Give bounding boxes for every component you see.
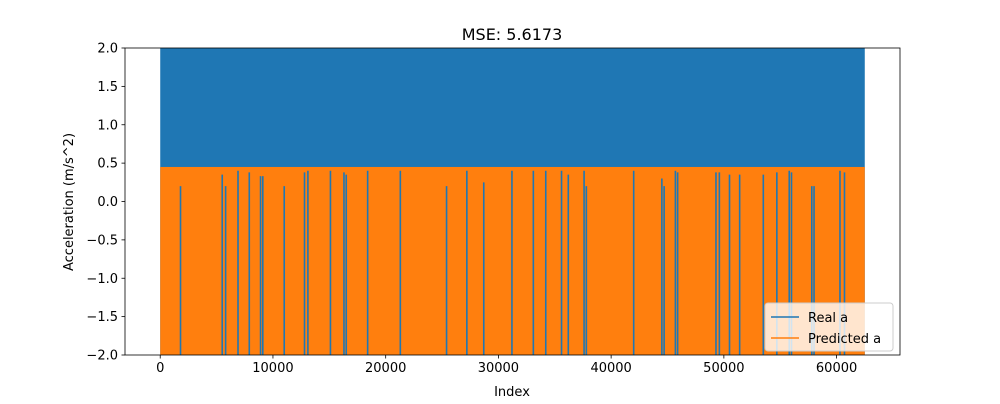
y-axis-label: Acceleration (m/s^2): [62, 133, 77, 271]
x-tick-label-1: 10000: [252, 361, 293, 376]
plot-series-layer: [160, 48, 865, 355]
legend-label-1: Predicted a: [808, 332, 881, 347]
y-tick-label-2: −1.0: [86, 272, 118, 287]
plot-area: [160, 48, 865, 355]
y-tick-label-4: 0.0: [97, 195, 118, 210]
chart-title: MSE: 5.6173: [462, 25, 563, 44]
legend: Real a Predicted a: [764, 302, 894, 352]
x-tick-label-2: 20000: [365, 361, 406, 376]
x-tick-label-5: 50000: [703, 361, 744, 376]
x-axis-label: Index: [494, 385, 530, 400]
y-tick-label-8: 2.0: [97, 42, 118, 57]
legend-box: [764, 302, 894, 352]
y-tick-label-5: 0.5: [97, 157, 118, 172]
x-tick-label-4: 40000: [590, 361, 631, 376]
y-tick-label-3: −0.5: [86, 233, 118, 248]
y-tick-label-7: 1.5: [97, 80, 118, 95]
x-tick-label-0: 0: [156, 361, 164, 376]
y-tick-label-0: −2.0: [86, 349, 118, 364]
y-tick-label-1: −1.5: [86, 310, 118, 325]
axes: 0 10000 20000 30000 40000 50000 60000 −2.0 −1.5 −…: [86, 42, 901, 376]
legend-label-0: Real a: [808, 311, 848, 326]
x-tick-label-3: 30000: [478, 361, 519, 376]
x-tick-label-6: 60000: [816, 361, 857, 376]
y-tick-label-6: 1.0: [97, 118, 118, 133]
